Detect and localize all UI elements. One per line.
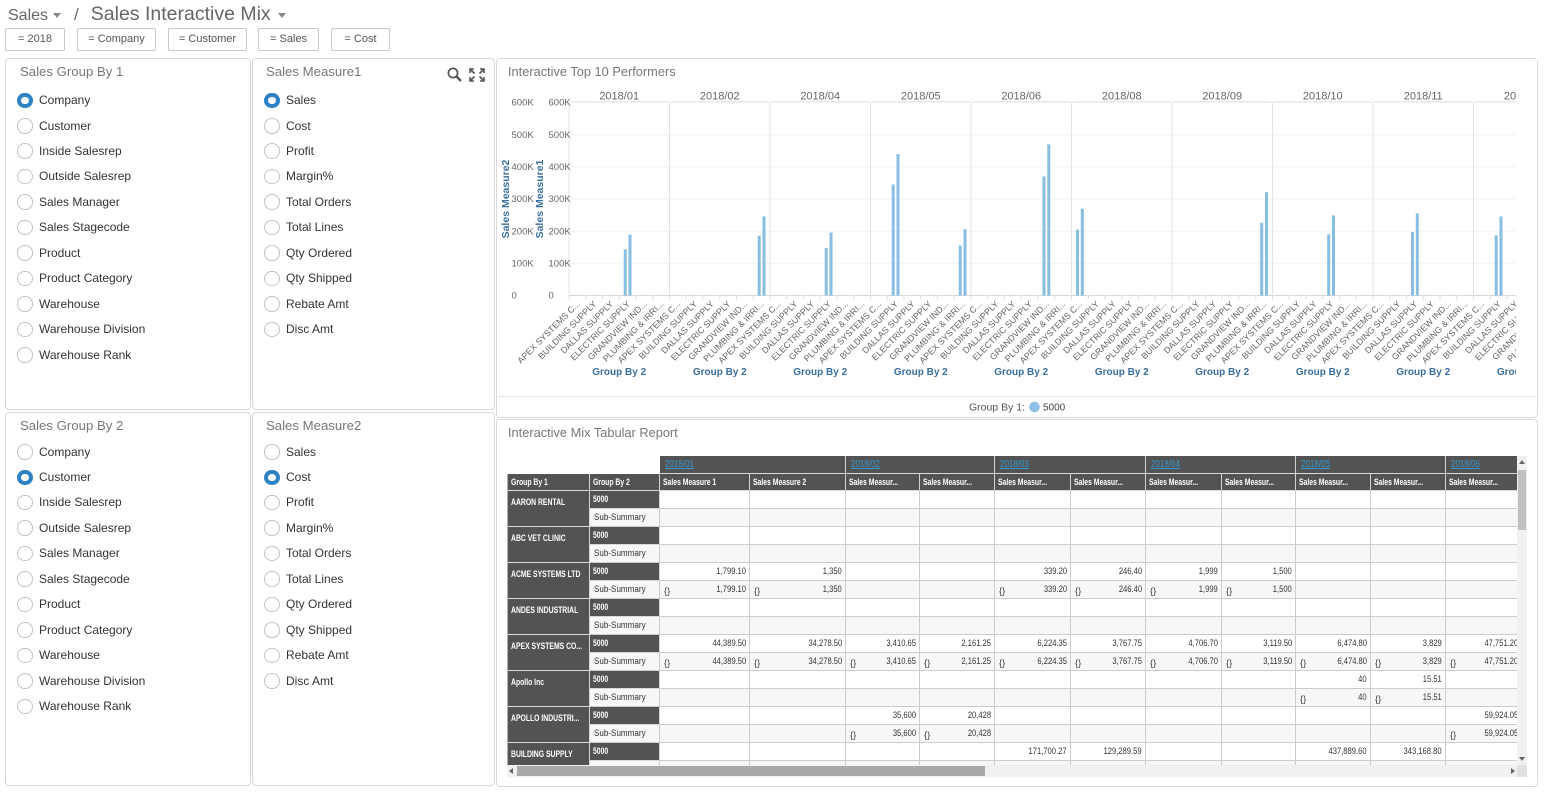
svg-text:0: 0 xyxy=(549,291,554,302)
svg-text:2018/05: 2018/05 xyxy=(901,91,941,103)
svg-text:Group By 2: Group By 2 xyxy=(1195,367,1249,378)
svg-text:2018/10: 2018/10 xyxy=(1303,91,1343,103)
svg-text:2018/04: 2018/04 xyxy=(800,91,840,103)
svg-text:5000: 5000 xyxy=(1043,403,1066,414)
svg-text:500K: 500K xyxy=(549,130,572,141)
svg-text:600K: 600K xyxy=(512,98,535,109)
svg-text:100K: 100K xyxy=(512,259,535,270)
svg-text:2018/08: 2018/08 xyxy=(1102,91,1142,103)
svg-text:2018/06: 2018/06 xyxy=(1001,91,1041,103)
svg-text:2018/11: 2018/11 xyxy=(1404,91,1443,103)
svg-text:400K: 400K xyxy=(549,162,572,173)
svg-text:Group By 2: Group By 2 xyxy=(693,367,747,378)
svg-text:400K: 400K xyxy=(512,162,535,173)
svg-text:2018/02: 2018/02 xyxy=(700,91,740,103)
svg-text:Group By 2: Group By 2 xyxy=(994,367,1048,378)
svg-text:300K: 300K xyxy=(549,194,572,205)
svg-text:600K: 600K xyxy=(549,98,572,109)
svg-text:Group By 2: Group By 2 xyxy=(1095,367,1149,378)
svg-text:Group By 2: Group By 2 xyxy=(894,367,948,378)
svg-text:Group By 2: Group By 2 xyxy=(592,367,646,378)
svg-text:200K: 200K xyxy=(549,226,572,237)
svg-text:0: 0 xyxy=(512,291,517,302)
svg-text:Sales Measure1: Sales Measure1 xyxy=(534,159,546,238)
svg-text:Group By 1:: Group By 1: xyxy=(969,402,1025,414)
svg-text:100K: 100K xyxy=(549,259,572,270)
svg-text:2018/09: 2018/09 xyxy=(1202,91,1242,103)
svg-text:Group By 2: Group By 2 xyxy=(1396,367,1450,378)
svg-text:Sales Measure2: Sales Measure2 xyxy=(500,159,512,238)
svg-text:Group By 2: Group By 2 xyxy=(793,367,847,378)
svg-text:Group By 2: Group By 2 xyxy=(1296,367,1350,378)
svg-text:200K: 200K xyxy=(512,226,535,237)
svg-text:2018/01: 2018/01 xyxy=(599,91,639,103)
svg-text:300K: 300K xyxy=(512,194,535,205)
svg-text:500K: 500K xyxy=(512,130,535,141)
